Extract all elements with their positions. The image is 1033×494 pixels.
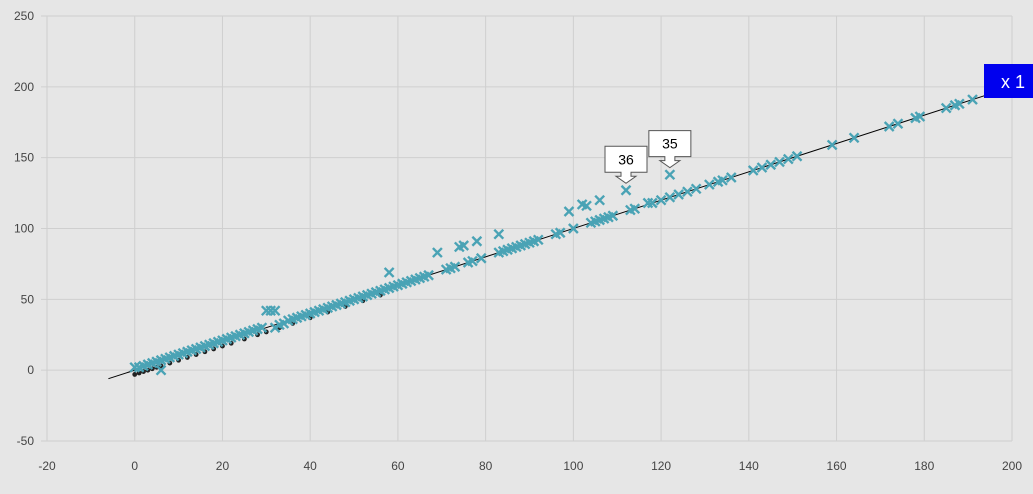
y-tick-label: 50 xyxy=(21,292,35,306)
y-tick-label: 250 xyxy=(14,9,34,23)
data-point[interactable] xyxy=(747,165,759,176)
annotations: 36 35 xyxy=(604,130,692,184)
data-point[interactable] xyxy=(563,206,575,217)
data-point[interactable] xyxy=(892,118,904,130)
x-tick-label: 0 xyxy=(131,459,138,473)
data-point[interactable] xyxy=(682,186,693,198)
x-tick-label: 20 xyxy=(216,459,230,473)
x-tick-label: 120 xyxy=(651,459,671,473)
dark-point xyxy=(132,372,138,377)
data-point[interactable] xyxy=(848,132,860,144)
y-tick-label: -50 xyxy=(17,434,35,448)
y-axis: -50 0 50 100 150 200 250 xyxy=(14,9,34,448)
data-point[interactable] xyxy=(449,261,461,273)
y-tick-label: 150 xyxy=(14,151,34,165)
point-callout-label: 35 xyxy=(662,136,678,152)
x-tick-label: 60 xyxy=(391,459,405,473)
data-point[interactable] xyxy=(458,240,470,251)
data-point[interactable] xyxy=(629,203,641,215)
data-point[interactable] xyxy=(765,159,777,171)
y-tick-label: 200 xyxy=(14,80,34,94)
data-point[interactable] xyxy=(594,194,606,206)
x-tick-label: 80 xyxy=(479,459,493,473)
data-point[interactable] xyxy=(383,267,395,278)
point-callout-label: 36 xyxy=(618,151,634,167)
data-point[interactable] xyxy=(703,179,715,190)
point-callout: 35 xyxy=(648,130,692,169)
cross-point-series xyxy=(129,94,978,376)
data-point[interactable] xyxy=(967,94,978,105)
data-point[interactable] xyxy=(791,150,803,162)
point-callout: 36 xyxy=(604,145,648,184)
data-point[interactable] xyxy=(954,98,965,110)
data-point[interactable] xyxy=(725,172,737,183)
x-tick-label: 160 xyxy=(827,459,847,473)
x-tick-label: 40 xyxy=(304,459,318,473)
data-point[interactable] xyxy=(690,183,702,195)
data-point[interactable] xyxy=(532,234,544,246)
data-point[interactable] xyxy=(646,197,658,209)
data-point[interactable] xyxy=(756,162,768,173)
series-badge-box[interactable] xyxy=(984,64,1033,98)
x-tick-label: 200 xyxy=(1002,459,1022,473)
data-point[interactable] xyxy=(467,255,478,267)
data-point[interactable] xyxy=(673,189,684,200)
data-point[interactable] xyxy=(664,191,676,203)
series-badge[interactable]: x 1 xyxy=(984,64,1033,98)
data-point[interactable] xyxy=(883,121,895,132)
data-point[interactable] xyxy=(432,247,443,258)
data-point[interactable] xyxy=(155,364,167,376)
x-tick-label: 180 xyxy=(914,459,934,473)
data-point[interactable] xyxy=(826,139,838,151)
x-tick-label: 100 xyxy=(563,459,583,473)
y-tick-label: 0 xyxy=(27,363,34,377)
data-point[interactable] xyxy=(256,322,268,334)
data-point[interactable] xyxy=(423,269,434,281)
data-point[interactable] xyxy=(655,194,667,206)
data-point[interactable] xyxy=(475,252,487,264)
data-point[interactable] xyxy=(554,227,566,239)
data-point[interactable] xyxy=(774,156,785,168)
data-point[interactable] xyxy=(717,174,728,186)
x-tick-label: 140 xyxy=(739,459,759,473)
data-point[interactable] xyxy=(620,184,632,196)
x-tick-label: -20 xyxy=(38,459,56,473)
data-point[interactable] xyxy=(607,210,619,222)
grid xyxy=(41,15,1013,442)
data-point[interactable] xyxy=(782,153,794,165)
data-point[interactable] xyxy=(493,228,505,240)
series-badge-label: x 1 xyxy=(1001,72,1025,92)
data-point[interactable] xyxy=(914,111,926,122)
x-axis: -20 0 20 40 60 80 100 120 140 160 180 200 xyxy=(38,459,1022,473)
data-point[interactable] xyxy=(471,235,483,247)
y-tick-label: 100 xyxy=(14,222,34,236)
data-point[interactable] xyxy=(269,305,281,317)
data-point[interactable] xyxy=(940,102,952,114)
data-point[interactable] xyxy=(581,200,592,212)
data-point[interactable] xyxy=(568,223,579,234)
data-point[interactable] xyxy=(664,169,676,181)
